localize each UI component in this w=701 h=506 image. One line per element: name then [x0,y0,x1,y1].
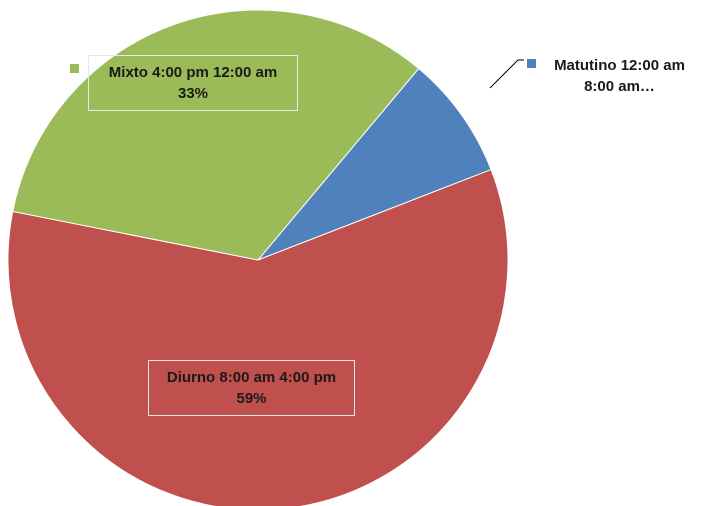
data-label: Mixto 4:00 pm 12:00 am 33% [88,55,298,111]
legend-key [527,59,536,68]
pie-slice [12,9,420,261]
category-label: Matutino 12:00 am 8:00 am… [554,57,685,95]
value-label: 59% [236,390,267,407]
legend-key [70,64,79,73]
category-label: Diurno 8:00 am 4:00 pm [166,369,337,386]
pie-slice [7,168,509,506]
value-label: 33% [177,85,209,102]
data-label: Diurno 8:00 am 4:00 pm 59% [148,360,355,416]
category-label: Mixto 4:00 pm 12:00 am [108,64,278,81]
data-label: Matutino 12:00 am 8:00 am… [538,55,701,97]
pie-slice [257,67,492,261]
leader-line [489,59,524,89]
